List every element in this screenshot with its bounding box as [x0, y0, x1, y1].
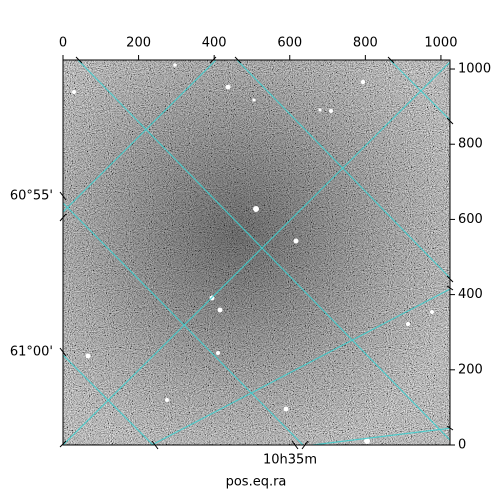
- y-tick-label: 600: [458, 212, 483, 227]
- plot-frame: [62, 59, 451, 446]
- y-tick-label: 1000: [458, 62, 491, 77]
- stars: [72, 63, 434, 444]
- x-tick-label: 0: [59, 36, 67, 51]
- dec-tick-label: 61°00': [10, 345, 53, 360]
- world-grid: [63, 60, 450, 445]
- y-tick-label: 400: [458, 287, 483, 302]
- y-tick-label: 800: [458, 137, 483, 152]
- world-ticks: [59, 56, 454, 450]
- x-tick-label: 400: [202, 36, 227, 51]
- x-tick-label: 800: [353, 36, 378, 51]
- y-tick-label: 0: [458, 438, 466, 453]
- sky-image: [63, 60, 450, 445]
- dec-tick-label: 60°55': [10, 189, 53, 204]
- x-tick-label: 1000: [424, 36, 457, 51]
- x-tick-label: 200: [126, 36, 151, 51]
- x-axis-label: pos.eq.ra: [226, 475, 287, 490]
- x-tick-label: 600: [277, 36, 302, 51]
- y-tick-label: 200: [458, 362, 483, 377]
- ra-tick-label: 10h35m: [263, 453, 317, 468]
